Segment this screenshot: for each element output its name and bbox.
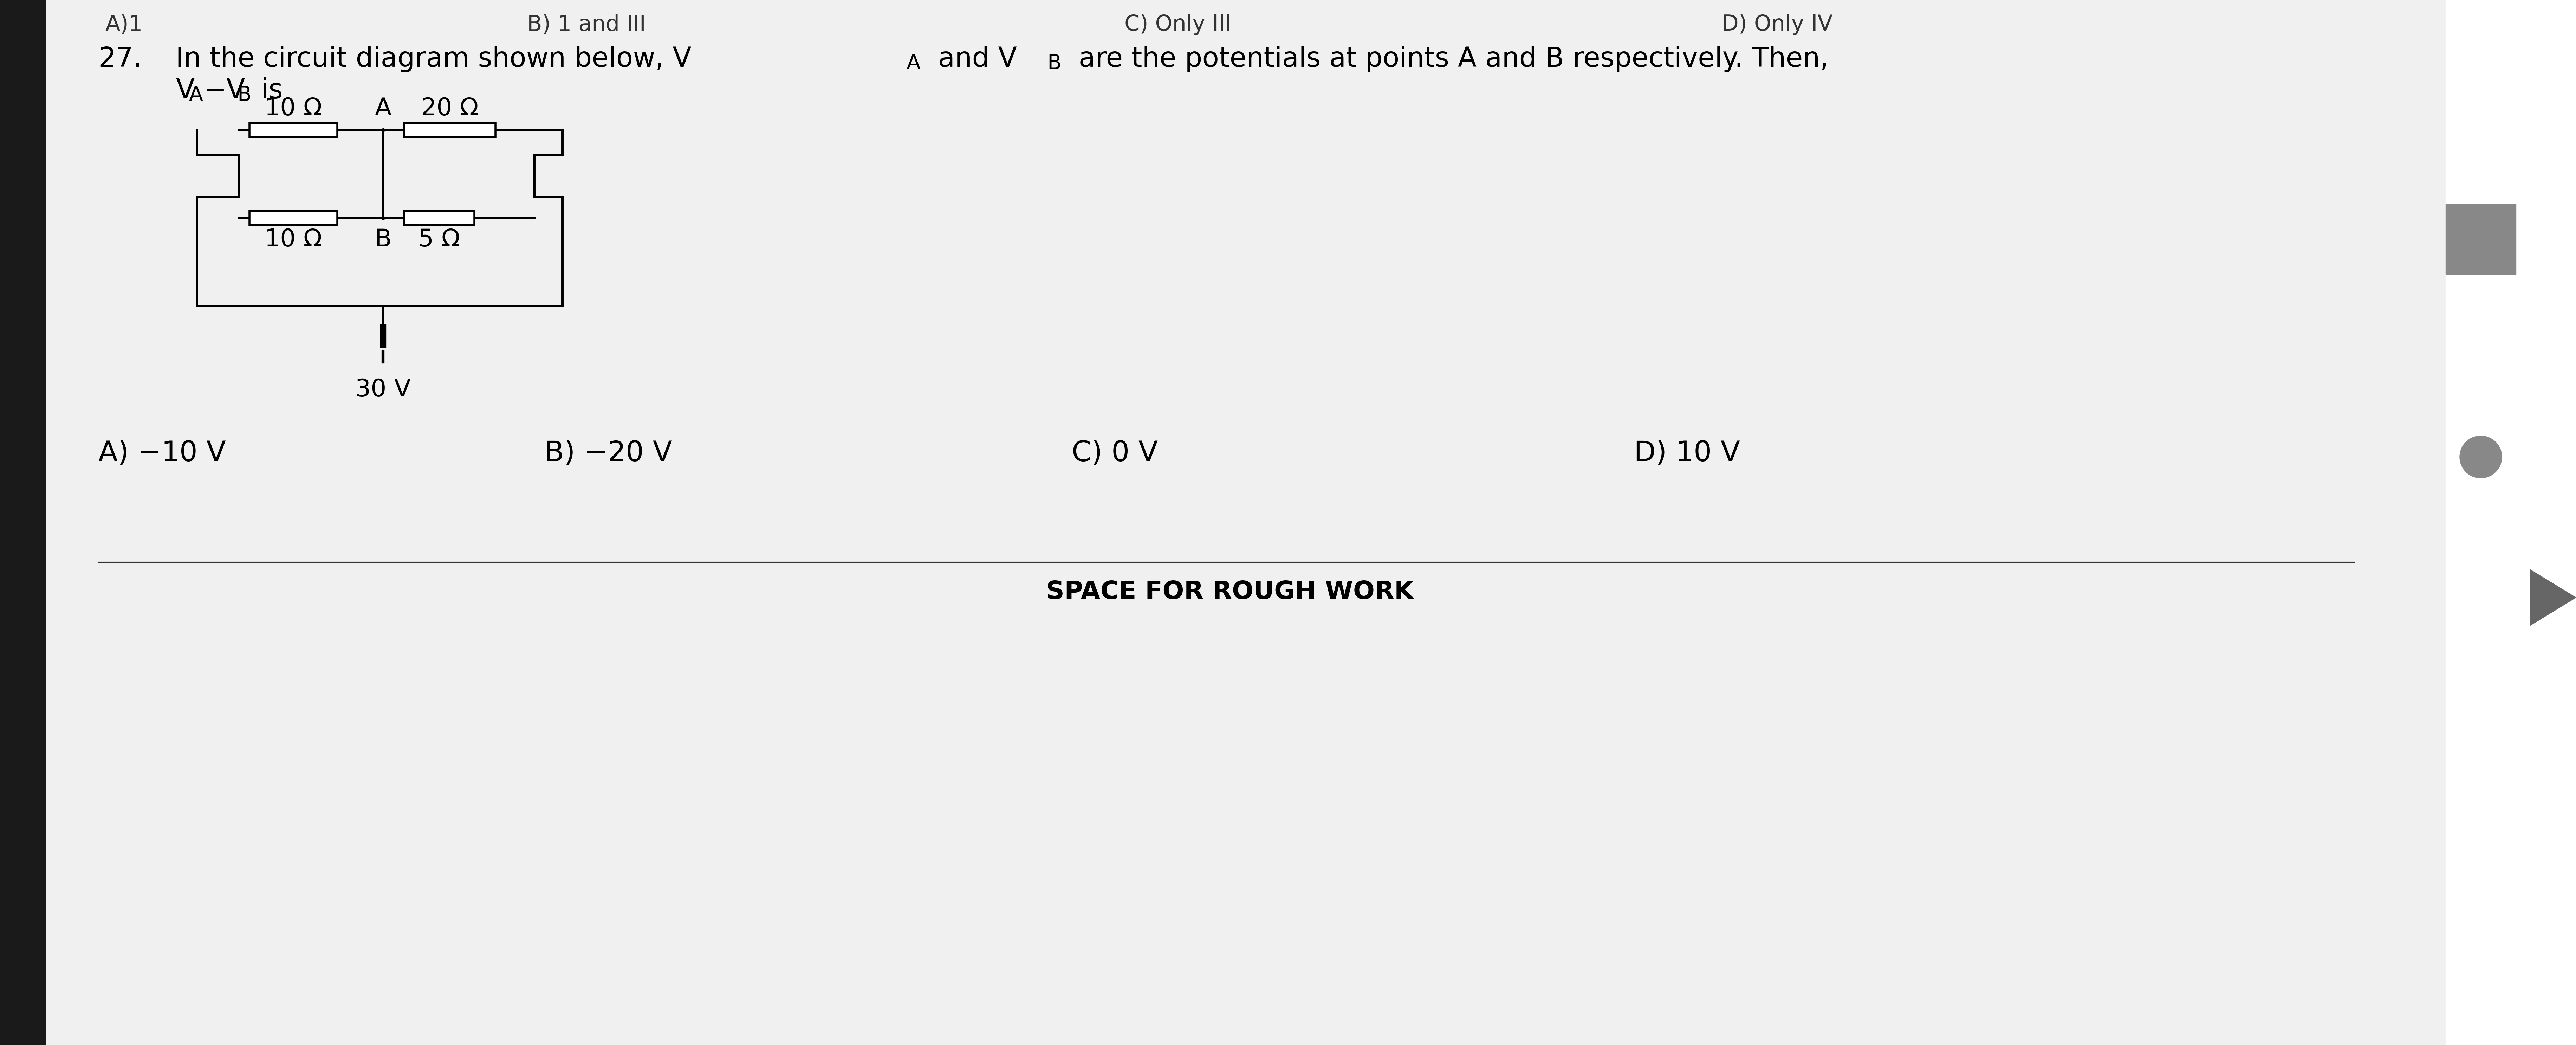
Text: A: A [374,96,392,120]
Bar [250,123,337,137]
Text: C) Only III: C) Only III [1126,14,1231,36]
Text: B) 1 and III: B) 1 and III [528,14,647,36]
Text: is: is [252,77,283,105]
Text: 10 Ω: 10 Ω [265,228,322,251]
Text: A: A [907,53,920,73]
Bar [250,211,337,225]
Text: A)1: A)1 [106,14,142,36]
Text: A) −10 V: A) −10 V [98,439,227,467]
Text: SPACE FOR ROUGH WORK: SPACE FOR ROUGH WORK [1046,580,1414,604]
Circle shape [2460,436,2501,478]
Text: 10 Ω: 10 Ω [265,96,322,120]
Text: are the potentials at points A and B respectively. Then,: are the potentials at points A and B res… [1069,46,1829,72]
Text: B: B [374,228,392,251]
Text: A: A [188,85,204,106]
Text: V: V [175,77,193,105]
Bar [2445,0,2576,1045]
Text: B: B [237,85,252,106]
Text: B: B [1046,53,1061,73]
Text: In the circuit diagram shown below, V: In the circuit diagram shown below, V [175,46,690,72]
Text: −V: −V [204,77,245,105]
Text: 27.: 27. [98,46,142,72]
Bar [404,123,495,137]
Text: 20 Ω: 20 Ω [420,96,479,120]
Text: D) 10 V: D) 10 V [1633,439,1741,467]
Text: B) −20 V: B) −20 V [544,439,672,467]
Text: 30 V: 30 V [355,378,410,401]
Polygon shape [2530,570,2576,626]
Bar [2445,204,2517,274]
Bar [404,211,474,225]
Text: and V: and V [930,46,1018,72]
Text: C) 0 V: C) 0 V [1072,439,1157,467]
Bar [0,0,46,1045]
Text: 5 Ω: 5 Ω [417,228,461,251]
Text: D) Only IV: D) Only IV [1721,14,1832,36]
